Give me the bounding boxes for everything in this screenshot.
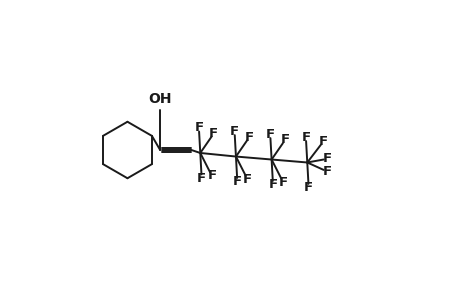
- Text: F: F: [194, 121, 203, 134]
- Text: F: F: [278, 176, 287, 189]
- Text: F: F: [280, 134, 289, 146]
- Text: F: F: [197, 172, 206, 185]
- Text: F: F: [265, 128, 274, 141]
- Text: F: F: [268, 178, 277, 191]
- Text: F: F: [244, 130, 253, 143]
- Text: F: F: [318, 135, 327, 148]
- Text: F: F: [242, 173, 252, 186]
- Text: F: F: [303, 181, 313, 194]
- Text: F: F: [322, 165, 331, 178]
- Text: F: F: [230, 125, 239, 138]
- Text: F: F: [207, 169, 216, 182]
- Text: F: F: [301, 131, 310, 144]
- Text: OH: OH: [148, 92, 172, 106]
- Text: F: F: [322, 152, 331, 165]
- Text: F: F: [232, 175, 241, 188]
- Text: F: F: [209, 127, 218, 140]
